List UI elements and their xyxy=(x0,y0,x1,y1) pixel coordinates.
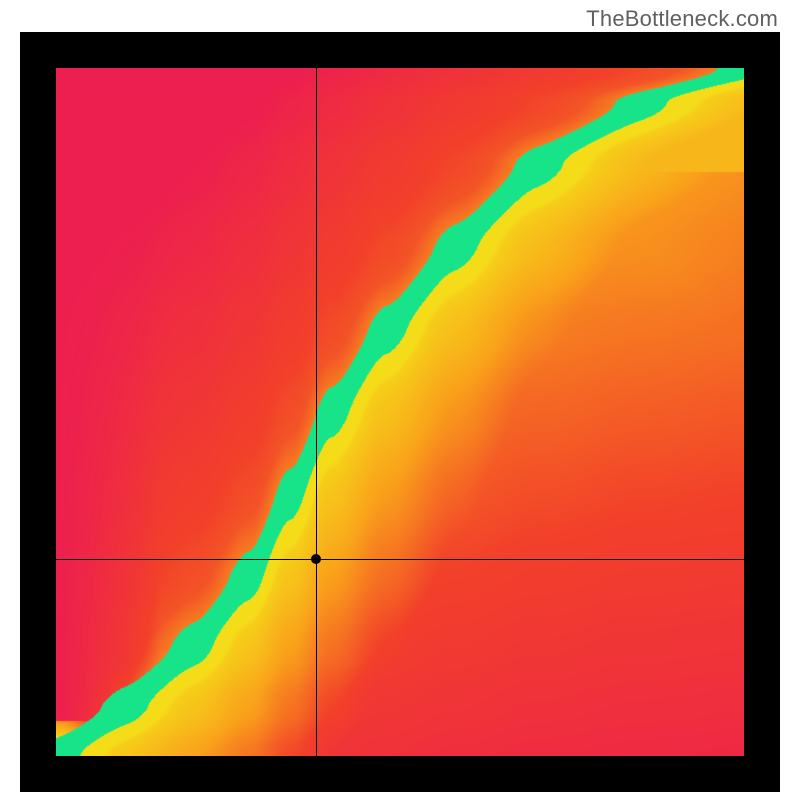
heatmap-plot xyxy=(56,68,744,756)
crosshair-vertical xyxy=(316,68,317,756)
crosshair-marker xyxy=(311,554,321,564)
crosshair-horizontal xyxy=(56,559,744,560)
chart-container: TheBottleneck.com xyxy=(0,0,800,800)
watermark-text: TheBottleneck.com xyxy=(586,6,778,32)
heatmap-canvas xyxy=(56,68,744,756)
chart-frame xyxy=(20,32,780,792)
